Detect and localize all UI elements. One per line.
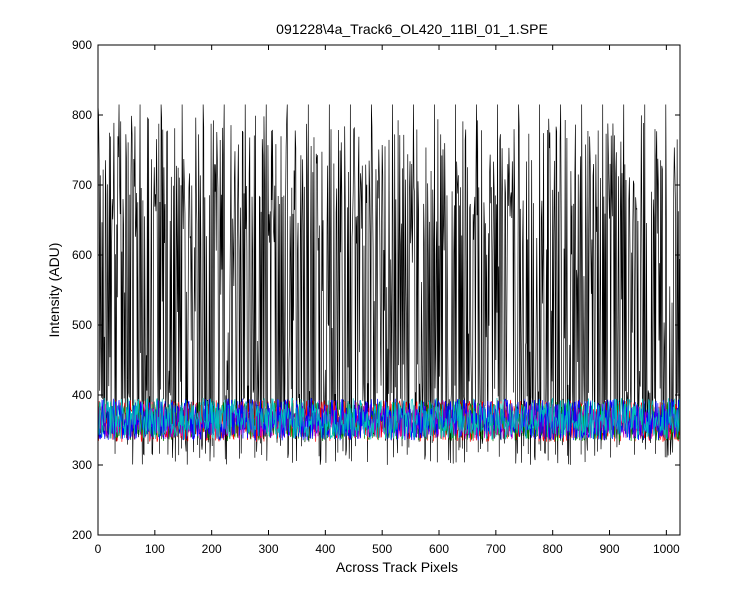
x-axis: 0 100 200 300 400 500 600 700 800 900 1000	[95, 45, 680, 556]
y-axis: 200 300 400 500 600 700 800 900	[72, 38, 680, 542]
x-tick-label: 200	[202, 542, 222, 556]
plot-frame	[97, 44, 681, 536]
y-tick-label: 600	[72, 248, 92, 262]
x-tick-label: 500	[372, 542, 392, 556]
y-tick-label: 800	[72, 108, 92, 122]
y-tick-label: 400	[72, 388, 92, 402]
x-tick-label: 300	[258, 542, 278, 556]
y-axis-title: Intensity (ADU)	[46, 243, 62, 338]
x-tick-label: 900	[600, 542, 620, 556]
series-line-0	[97, 104, 680, 465]
y-tick-label: 500	[72, 318, 92, 332]
x-axis-title: Across Track Pixels	[336, 559, 458, 575]
x-tick-label: 400	[315, 542, 335, 556]
y-tick-label: 700	[72, 178, 92, 192]
x-tick-label: 100	[145, 542, 165, 556]
x-tick-label: 0	[95, 542, 102, 556]
x-tick-label: 800	[543, 542, 563, 556]
series-line-5	[97, 397, 680, 441]
x-tick-label: 1000	[653, 542, 680, 556]
y-tick-label: 200	[72, 528, 92, 542]
series-layer	[97, 104, 680, 465]
x-tick-label: 600	[429, 542, 449, 556]
x-tick-label: 700	[486, 542, 506, 556]
chart-title: 091228\4a_Track6_OL420_11Bl_01_1.SPE	[276, 21, 548, 37]
y-tick-label: 300	[72, 458, 92, 472]
y-tick-label: 900	[72, 38, 92, 52]
